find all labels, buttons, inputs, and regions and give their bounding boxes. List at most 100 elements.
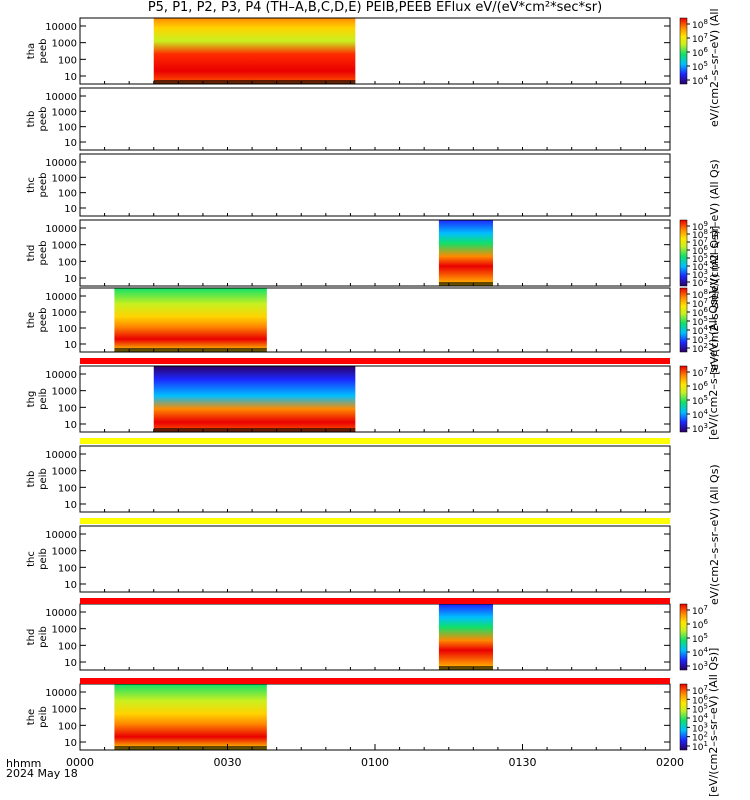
ytick-label: 10 — [64, 72, 77, 83]
ytick-label: 10 — [64, 204, 77, 215]
panel-ylabel-bottom: peeb — [38, 39, 49, 64]
panel-frame — [79, 525, 671, 593]
panel-ylabel-top: thc — [26, 177, 37, 193]
panel-ylabel-top: tha — [26, 43, 37, 59]
panel-ylabel-top: the — [26, 709, 37, 725]
low-energy-trace — [114, 746, 267, 750]
ytick-label: 100 — [58, 483, 77, 494]
ytick-label: 100 — [58, 641, 77, 652]
units-label-5: eV/(cm2–s–sr–eV) (All Qs) — [708, 159, 721, 300]
panel-ylabel-bottom: peib — [38, 468, 49, 490]
low-energy-trace — [438, 282, 493, 286]
time-tick-label: 0100 — [361, 756, 389, 769]
ytick-label: 10 — [64, 274, 77, 285]
panel-ylabel-bottom: peib — [38, 548, 49, 570]
colorbar-tick-label: 103 — [692, 660, 708, 673]
ytick-label: 10 — [64, 138, 77, 149]
panel-thd-peeb: thd peeb100001000100101091081071061051041… — [26, 219, 708, 289]
ytick-label: 10 — [64, 500, 77, 511]
colorbar — [679, 17, 688, 85]
colorbar-tick-label: 106 — [692, 46, 708, 59]
panel-ylabel-bottom: peib — [38, 706, 49, 728]
quality-bar-red — [80, 598, 670, 604]
colorbar-tick-label: 103 — [692, 422, 708, 435]
panel-ylabel-top: thd — [26, 629, 37, 646]
ytick-label: 1000 — [52, 705, 77, 716]
time-tick-label: 0000 — [66, 756, 94, 769]
colorbar — [679, 683, 688, 751]
panel-thc-peib: thc peib 10000 1000 100 10 — [26, 525, 671, 593]
ytick-label: 10000 — [45, 158, 77, 169]
panel-thc-peeb: thc peeb 10000 1000 100 10 — [26, 153, 671, 217]
date-label: 2024 May 18 — [6, 767, 78, 780]
colorbar-tick-label: 104 — [692, 74, 708, 87]
colorbar-tick-label: 107 — [692, 366, 708, 379]
ytick-label: 1000 — [52, 547, 77, 558]
spectrogram-block-0 — [438, 604, 493, 670]
spectrogram-block-0 — [438, 220, 493, 286]
time-tick-label: 0200 — [656, 756, 684, 769]
panel-frame — [79, 219, 671, 287]
ytick-label: 10000 — [45, 530, 77, 541]
colorbar — [679, 219, 688, 287]
panel-ylabel-bottom: peeb — [38, 107, 49, 132]
low-energy-trace — [153, 428, 356, 432]
colorbar-tick-label: 108 — [692, 18, 708, 31]
quality-bar-yellow — [80, 438, 670, 444]
colorbar-tick-label: 107 — [692, 604, 708, 617]
panel-frame — [79, 87, 671, 151]
ytick-label: 10000 — [45, 292, 77, 303]
ytick-label: 100 — [58, 123, 77, 134]
page-title: P5, P1, P2, P3, P4 (TH–A,B,C,D,E) PEIB,P… — [147, 0, 603, 15]
panel-ylabel-bottom: peeb — [38, 173, 49, 198]
ytick-label: 1000 — [52, 39, 77, 50]
time-tick-label: 0030 — [214, 756, 242, 769]
quality-bar-red — [80, 358, 670, 364]
ytick-label: 10000 — [45, 22, 77, 33]
low-energy-trace — [438, 666, 493, 670]
colorbar-tick-label: 105 — [692, 60, 708, 73]
ytick-label: 10000 — [45, 370, 77, 381]
ytick-label: 10 — [64, 340, 77, 351]
panel-ylabel-top: thc — [26, 551, 37, 567]
ytick-label: 10 — [64, 738, 77, 749]
units-label-1: eV/(cm2–s–sr–eV) (All — [708, 8, 721, 127]
panel-ylabel-bottom: peib — [38, 626, 49, 648]
ytick-label: 10000 — [45, 224, 77, 235]
panel-frame — [79, 445, 671, 513]
low-energy-trace — [153, 80, 356, 84]
colorbar-tick-label: 105 — [692, 394, 708, 407]
ytick-label: 100 — [58, 403, 77, 414]
quality-bar-yellow — [80, 518, 670, 524]
panel-ylabel-bottom: peeb — [38, 308, 49, 333]
spectrogram-block-0 — [153, 18, 356, 84]
ytick-label: 1000 — [52, 625, 77, 636]
panel-frame — [79, 153, 671, 217]
ytick-label: 100 — [58, 721, 77, 732]
ytick-label: 1000 — [52, 241, 77, 252]
colorbar — [679, 287, 688, 353]
panel-ylabel-top: thd — [26, 245, 37, 262]
panel-ylabel-top: thg — [26, 391, 37, 408]
panel-ylabel-top: thb — [26, 471, 37, 488]
ytick-label: 1000 — [52, 467, 77, 478]
ytick-label: 10000 — [45, 450, 77, 461]
spectrogram-block-0 — [114, 684, 267, 750]
spectrogram-block-0 — [153, 366, 356, 432]
panel-the-peeb: the peeb100001000100101081071061051041031… — [26, 287, 708, 355]
panel-ylabel-bottom: peeb — [38, 241, 49, 266]
ytick-label: 10000 — [45, 688, 77, 699]
ytick-label: 100 — [58, 55, 77, 66]
panel-thb-peeb: thb peeb 10000 1000 100 10 — [26, 87, 671, 151]
spectrogram-block-0 — [114, 288, 267, 352]
ytick-label: 1000 — [52, 107, 77, 118]
panel-the-peib: the peib100001000100101071061051041031021… — [26, 683, 708, 753]
time-tick-label: 0130 — [509, 756, 537, 769]
colorbar — [679, 603, 688, 671]
colorbar-tick-label: 106 — [692, 618, 708, 631]
panel-ylabel-bottom: peib — [38, 388, 49, 410]
ytick-label: 10 — [64, 580, 77, 591]
